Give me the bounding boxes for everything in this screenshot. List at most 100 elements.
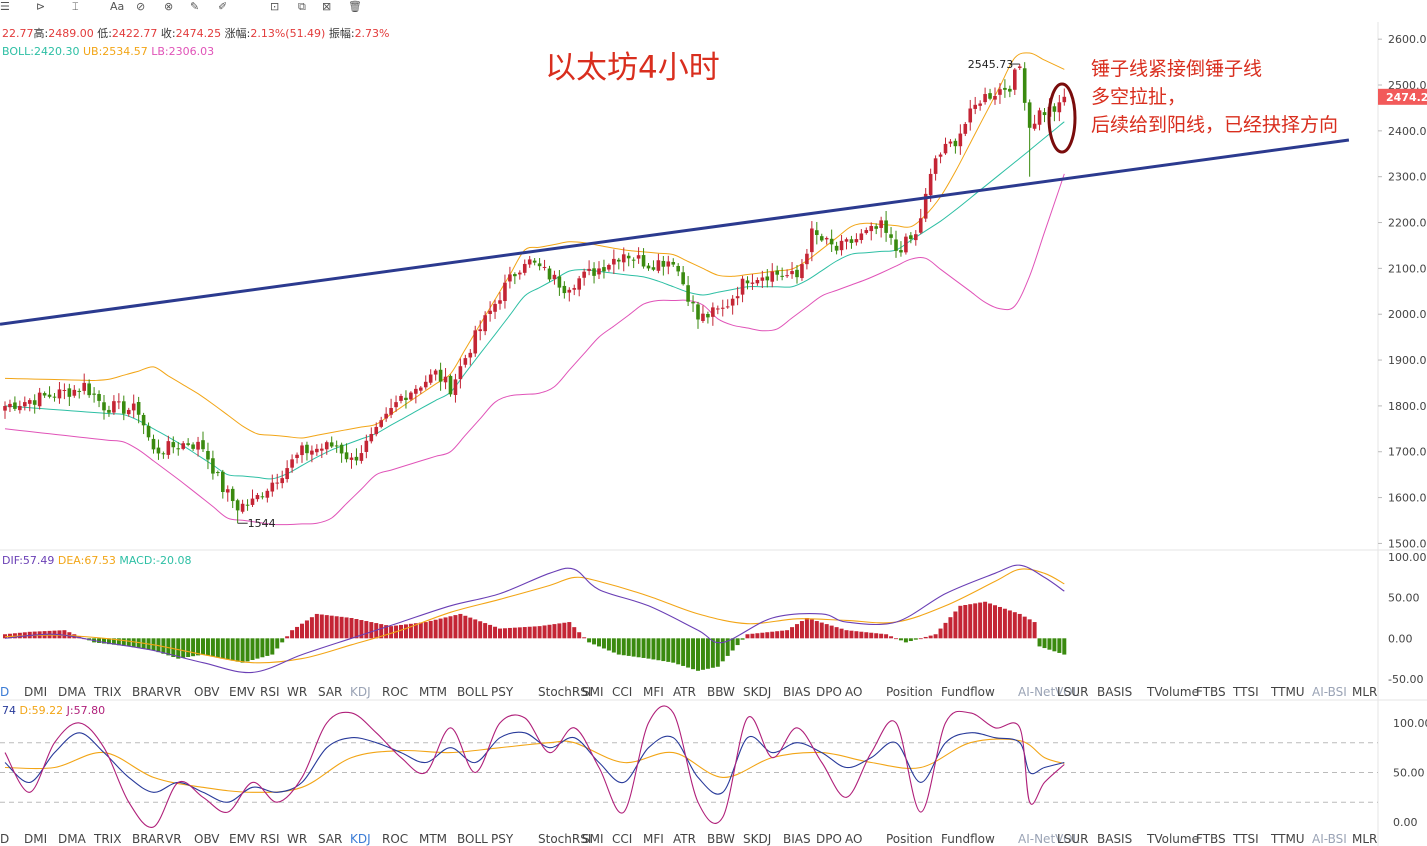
indicator-tab-skdj[interactable]: SKDJ xyxy=(743,832,771,846)
indicator-tab-ai-bsi[interactable]: AI-BSI xyxy=(1312,832,1347,846)
indicator-tab-smi[interactable]: SMI xyxy=(582,832,604,846)
indicator-tab-ttmu[interactable]: TTMU xyxy=(1270,685,1305,699)
trash-icon[interactable]: 🗑 xyxy=(348,0,362,13)
candle-body xyxy=(963,123,968,134)
indicator-tab-brar[interactable]: BRAR xyxy=(132,685,165,699)
indicator-tab-tvolume[interactable]: TVolume xyxy=(1146,685,1199,699)
indicator-tab-psy[interactable]: PSY xyxy=(491,685,514,699)
indicator-tab-kdj[interactable]: KDJ xyxy=(350,685,371,699)
indicator-tab-smi[interactable]: SMI xyxy=(582,685,604,699)
candle xyxy=(374,422,379,437)
indicator-tab-brar[interactable]: BRAR xyxy=(132,832,165,846)
indicator-tab-bbw[interactable]: BBW xyxy=(707,685,735,699)
indicator-tab-fundflow[interactable]: Fundflow xyxy=(941,685,995,699)
indicator-tab-cci[interactable]: CCI xyxy=(612,685,632,699)
indicator-tab-d[interactable]: D xyxy=(0,685,9,699)
indicator-tab-ttsi[interactable]: TTSI xyxy=(1232,832,1259,846)
indicator-tab-dpo[interactable]: DPO xyxy=(816,685,842,699)
indicator-tab-mtm[interactable]: MTM xyxy=(419,832,447,846)
indicator-tab-emv[interactable]: EMV xyxy=(229,685,256,699)
indicator-tab-dma[interactable]: DMA xyxy=(58,685,87,699)
indicator-tab-trix[interactable]: TRIX xyxy=(93,685,121,699)
indicator-tab-lsur[interactable]: LSUR xyxy=(1057,832,1088,846)
candle xyxy=(1003,79,1007,98)
indicator-tab-cci[interactable]: CCI xyxy=(612,832,632,846)
indicator-tab-ttmu[interactable]: TTMU xyxy=(1270,832,1305,846)
cursor-tool-icon[interactable]: ⊳ xyxy=(36,0,46,13)
indicator-tab-stochrsi[interactable]: StochRSI xyxy=(538,832,591,846)
indicator-tab-obv[interactable]: OBV xyxy=(194,685,220,699)
indicator-tab-bbw[interactable]: BBW xyxy=(707,832,735,846)
indicator-tab-dpo[interactable]: DPO xyxy=(816,832,842,846)
copy-icon[interactable]: ⧉ xyxy=(298,0,306,13)
indicator-tab-mfi[interactable]: MFI xyxy=(643,832,664,846)
indicator-tab-ai-bsi[interactable]: AI-BSI xyxy=(1312,685,1347,699)
indicator-tab-ftbs[interactable]: FTBS xyxy=(1196,832,1226,846)
indicator-tab-rsi[interactable]: RSI xyxy=(260,832,280,846)
indicator-tab-roc[interactable]: ROC xyxy=(382,832,408,846)
indicator-tab-bias[interactable]: BIAS xyxy=(783,832,811,846)
indicator-tab-skdj[interactable]: SKDJ xyxy=(743,685,771,699)
candle-body xyxy=(107,409,111,413)
indicator-tab-mtm[interactable]: MTM xyxy=(419,685,447,699)
pen-tool-icon[interactable]: ✎ xyxy=(190,0,200,13)
indicator-tab-ftbs[interactable]: FTBS xyxy=(1196,685,1226,699)
indicator-tab-kdj[interactable]: KDJ xyxy=(350,832,371,846)
indicator-tab-vr[interactable]: VR xyxy=(165,685,182,699)
indicator-tab-position[interactable]: Position xyxy=(886,685,933,699)
macd-histogram-bar xyxy=(488,624,493,639)
text-tool-icon[interactable]: ⌶ xyxy=(72,0,79,13)
indicator-tab-roc[interactable]: ROC xyxy=(382,685,408,699)
indicator-tab-ttsi[interactable]: TTSI xyxy=(1232,685,1259,699)
indicator-tab-d[interactable]: D xyxy=(0,832,9,846)
indicator-tab-psy[interactable]: PSY xyxy=(491,832,514,846)
pattern-tool-icon[interactable]: ⊘ xyxy=(136,0,146,13)
lock-icon[interactable]: ⊡ xyxy=(270,0,280,13)
indicator-tab-mlr[interactable]: MLR xyxy=(1352,685,1377,699)
indicator-tab-wr[interactable]: WR xyxy=(287,832,307,846)
font-tool-icon[interactable]: Aa xyxy=(110,0,125,13)
indicator-tab-boll[interactable]: BOLL xyxy=(457,832,488,846)
close-label: 收: xyxy=(157,26,175,40)
indicator-tab-obv[interactable]: OBV xyxy=(194,832,220,846)
indicator-tab-basis[interactable]: BASIS xyxy=(1097,685,1132,699)
indicator-tab-boll[interactable]: BOLL xyxy=(457,685,488,699)
brush-tool-icon[interactable]: ✐ xyxy=(218,0,228,13)
indicator-tab-basis[interactable]: BASIS xyxy=(1097,832,1132,846)
indicator-tab-stochrsi[interactable]: StochRSI xyxy=(538,685,591,699)
indicator-tab-emv[interactable]: EMV xyxy=(229,832,256,846)
indicator-tab-wr[interactable]: WR xyxy=(287,685,307,699)
candle-body xyxy=(468,352,473,358)
indicator-tab-mlr[interactable]: MLR xyxy=(1352,832,1377,846)
indicator-tab-sar[interactable]: SAR xyxy=(318,685,342,699)
candle xyxy=(379,416,383,429)
indicator-tab-dma[interactable]: DMA xyxy=(58,832,87,846)
candle-body xyxy=(42,393,47,396)
indicator-tab-fundflow[interactable]: Fundflow xyxy=(941,832,995,846)
indicator-tab-ao[interactable]: AO xyxy=(845,685,862,699)
menu-icon[interactable]: ☰ xyxy=(0,0,10,13)
indicator-tab-atr[interactable]: ATR xyxy=(673,832,696,846)
indicator-tab-position[interactable]: Position xyxy=(886,832,933,846)
indicator-tab-lsur[interactable]: LSUR xyxy=(1057,685,1088,699)
indicator-tab-ai-netvol[interactable]: AI-NetVOL xyxy=(1018,685,1080,699)
indicator-tab-dmi[interactable]: DMI xyxy=(24,685,47,699)
candle-body xyxy=(52,396,57,398)
indicator-tab-bias[interactable]: BIAS xyxy=(783,685,811,699)
macd-histogram-bar xyxy=(300,623,304,639)
indicator-tab-atr[interactable]: ATR xyxy=(673,685,696,699)
indicator-tab-dmi[interactable]: DMI xyxy=(24,832,47,846)
indicator-tab-sar[interactable]: SAR xyxy=(318,832,342,846)
indicator-tab-mfi[interactable]: MFI xyxy=(643,685,664,699)
edit-icon[interactable]: ⊠ xyxy=(322,0,332,13)
indicator-tab-ai-netvol[interactable]: AI-NetVOL xyxy=(1018,832,1080,846)
indicator-tab-vr[interactable]: VR xyxy=(165,832,182,846)
indicator-tab-ao[interactable]: AO xyxy=(845,832,862,846)
indicator-tab-trix[interactable]: TRIX xyxy=(93,832,121,846)
indicator-tab-tvolume[interactable]: TVolume xyxy=(1146,832,1199,846)
indicator-tab-rsi[interactable]: RSI xyxy=(260,685,280,699)
shape-tool-icon[interactable]: ⊗ xyxy=(164,0,174,13)
candle-body xyxy=(23,402,27,407)
macd-histogram-bar xyxy=(879,633,884,639)
